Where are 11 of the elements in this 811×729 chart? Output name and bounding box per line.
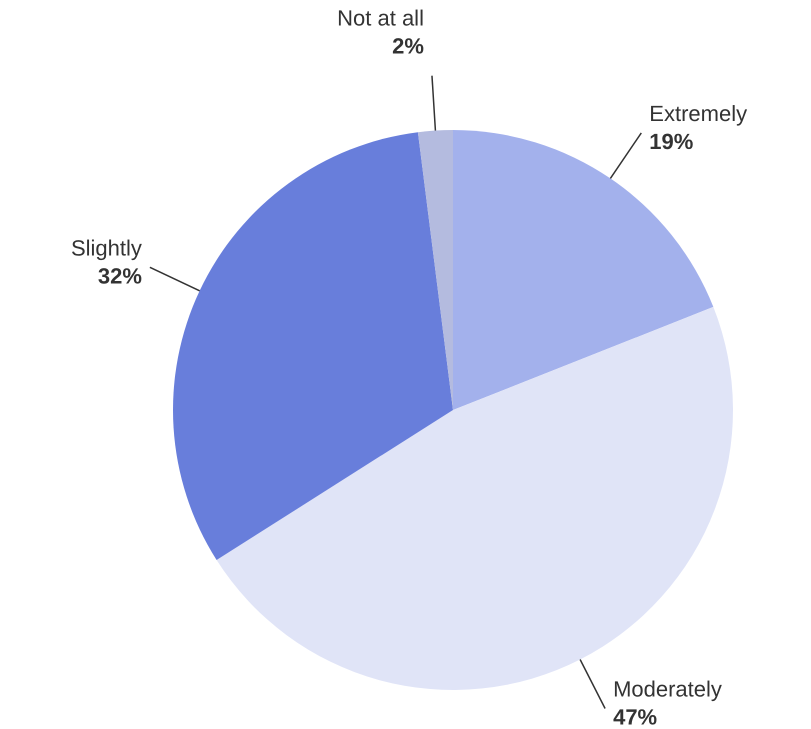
- slice-label: Extremely: [649, 100, 748, 126]
- pie-slice: [174, 132, 453, 560]
- data-label: 19%: [649, 128, 694, 154]
- pie-slice: [418, 130, 453, 410]
- slice-label: Slightly: [70, 235, 142, 260]
- data-label: 47%: [613, 704, 658, 729]
- slice-label: Moderately: [613, 676, 722, 702]
- slice-label: Not at all: [337, 6, 424, 31]
- pie-slice: [453, 130, 714, 410]
- data-label: 32%: [98, 263, 142, 288]
- data-label: 2%: [392, 34, 424, 59]
